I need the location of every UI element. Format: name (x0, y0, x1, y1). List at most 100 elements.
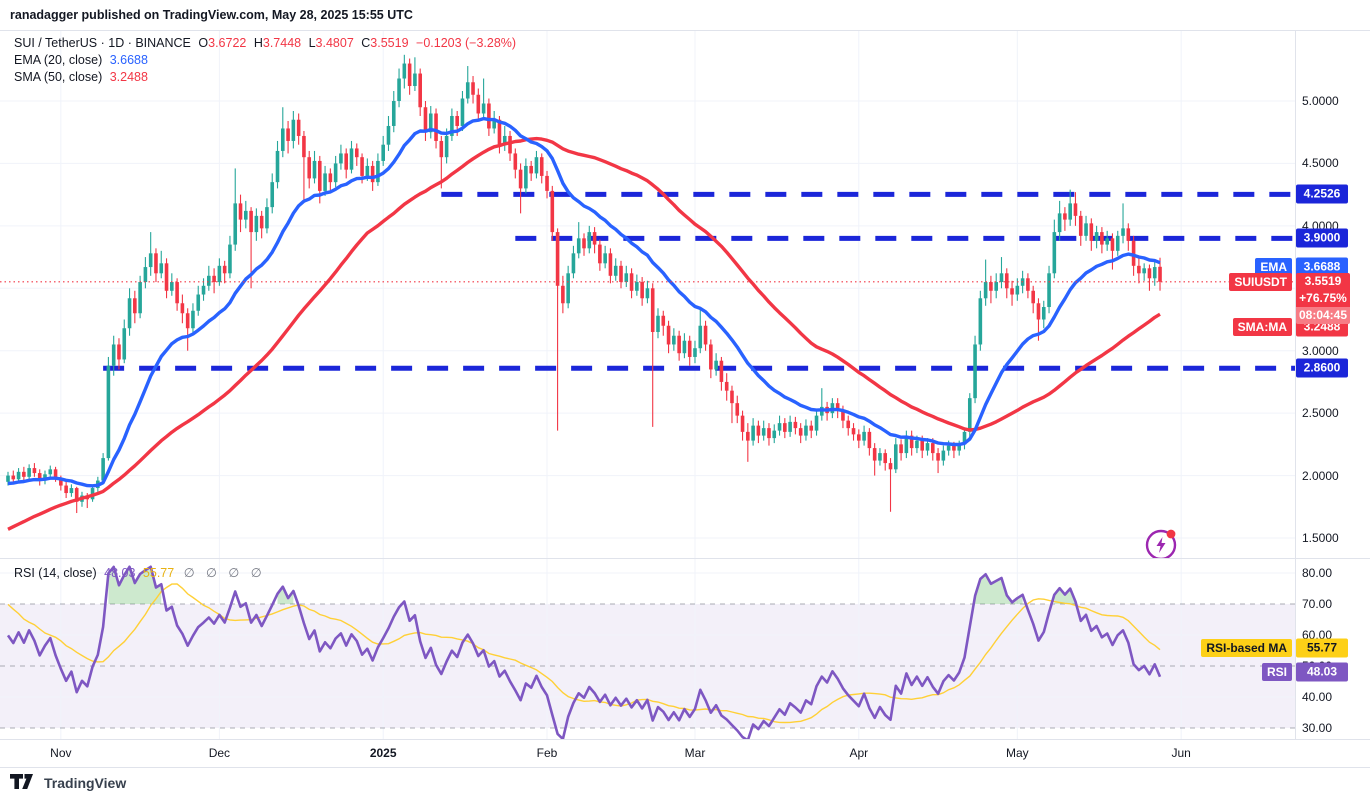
lightning-bolt-icon (1156, 537, 1166, 553)
rsi-ma-line[interactable] (7, 583, 1161, 724)
price-tick-label: 2.0000 (1302, 468, 1339, 483)
candle-body (1089, 223, 1094, 241)
candle-body (196, 294, 201, 311)
rsi-pane[interactable] (0, 558, 1295, 739)
candle-body (983, 282, 988, 299)
candle-body (867, 431, 872, 449)
candle-body (296, 119, 301, 136)
candle-body (244, 210, 248, 220)
candle-body (148, 253, 153, 268)
symbol-title: SUI / TetherUS · 1D · BINANCE (14, 36, 191, 50)
last-price-badge: 3.5519 +76.75% 08:04:45 (1296, 272, 1350, 324)
candle-body (735, 403, 740, 416)
candle-body (793, 421, 798, 429)
candle-body (994, 282, 999, 291)
candle-body (1147, 268, 1152, 279)
price-pane[interactable] (0, 31, 1295, 558)
rsi-line[interactable] (6, 565, 1162, 739)
candle-body (529, 165, 533, 174)
candle-body (888, 463, 893, 470)
main-legend: SUI / TetherUS · 1D · BINANCE O3.6722 H3… (14, 35, 516, 86)
last-price-change-pct: +76.75% (1296, 289, 1350, 307)
candle-body (592, 232, 597, 245)
ema-axis-tag: EMA (1255, 258, 1292, 277)
candle-body (37, 473, 42, 481)
candle-body (270, 182, 275, 208)
candle-body (730, 390, 734, 404)
tradingview-brand-text[interactable]: TradingView (44, 775, 127, 791)
sma-legend-row[interactable]: SMA (50, close) 3.2488 (14, 69, 516, 86)
rsi-band (0, 604, 1295, 728)
sma-50-line[interactable] (7, 136, 1161, 531)
time-axis-label: Feb (536, 746, 558, 760)
candle-body (212, 275, 216, 283)
candle-body (746, 431, 750, 441)
candle-body (111, 344, 116, 366)
candle-body (1105, 238, 1109, 245)
ema-legend-row[interactable]: EMA (20, close) 3.6688 (14, 52, 516, 69)
rsi_ma-axis-tag: RSI-based MA (1201, 639, 1292, 658)
pane-separator[interactable] (0, 558, 1370, 559)
candle-body (930, 443, 935, 454)
rsi-legend-row[interactable]: RSI (14, close) 48.03 55.77 ∅ ∅ ∅ ∅ (14, 565, 266, 580)
candle-body (656, 315, 660, 332)
rsi-tick-label: 80.00 (1302, 566, 1333, 580)
candle-body (1041, 307, 1046, 320)
time-axis[interactable]: Nov Dec 2025 Feb Mar Apr May Jun (0, 739, 1370, 768)
candle-body (777, 423, 782, 431)
candle-body (254, 215, 259, 233)
price-level-badge: 4.2526 (1296, 184, 1348, 204)
rsi-value-badge: 48.03 (1296, 662, 1348, 682)
candle-body (1068, 203, 1072, 220)
candle-body (915, 440, 919, 449)
candle-body (465, 82, 470, 99)
sma-axis-tag: SMA:MA (1232, 317, 1292, 336)
candle-body (159, 263, 164, 274)
candle-body (386, 125, 391, 145)
spark-icon[interactable] (1145, 529, 1177, 558)
ema-20-line[interactable] (7, 116, 1161, 488)
candle-body (1052, 232, 1057, 274)
chart-card: USDT 5.00004.50004.00003.00002.50002.000… (0, 30, 1370, 768)
candle-body (952, 445, 956, 451)
candle-body (672, 335, 676, 345)
rsi-tick-label: 60.00 (1302, 628, 1333, 642)
candle-body (106, 365, 111, 459)
price-tick-label: 2.5000 (1302, 406, 1339, 421)
candle-body (936, 453, 940, 461)
price-level-badge: 3.9000 (1296, 228, 1348, 248)
price-axis[interactable]: USDT 5.00004.50004.00003.00002.50002.000… (1201, 31, 1370, 766)
candle-body (391, 101, 396, 126)
price-tick-label: 3.0000 (1302, 343, 1339, 358)
sma-label: SMA (50, close) (14, 70, 103, 84)
candle-body (872, 448, 877, 461)
candle-body (539, 157, 544, 176)
ohlc-low-value: 3.4807 (315, 36, 354, 50)
candle-body (703, 325, 708, 345)
candle-body (1010, 288, 1014, 295)
candle-body (370, 165, 375, 183)
candle-body (317, 160, 322, 191)
candle-body (328, 173, 333, 183)
candle-body (666, 325, 671, 345)
candle-body (1015, 285, 1020, 295)
candle-body (740, 415, 745, 432)
candle-body (624, 273, 629, 283)
candle-body (1004, 273, 1009, 289)
symbol-legend-row[interactable]: SUI / TetherUS · 1D · BINANCE O3.6722 H3… (14, 35, 516, 52)
candle-body (851, 428, 856, 435)
candle-body (878, 453, 882, 461)
candle-body (180, 303, 185, 314)
candle-body (857, 434, 861, 441)
candle-body (307, 157, 312, 179)
candle-body (957, 444, 962, 451)
candle-body (682, 340, 687, 354)
candle-body (1031, 290, 1035, 304)
candle-body (756, 425, 761, 436)
candle-body (582, 238, 586, 249)
tradingview-logo-icon[interactable] (10, 774, 37, 792)
candle-body (608, 253, 613, 276)
candle-body (687, 340, 692, 357)
candle-body (613, 265, 618, 276)
candle-body (1110, 238, 1115, 251)
